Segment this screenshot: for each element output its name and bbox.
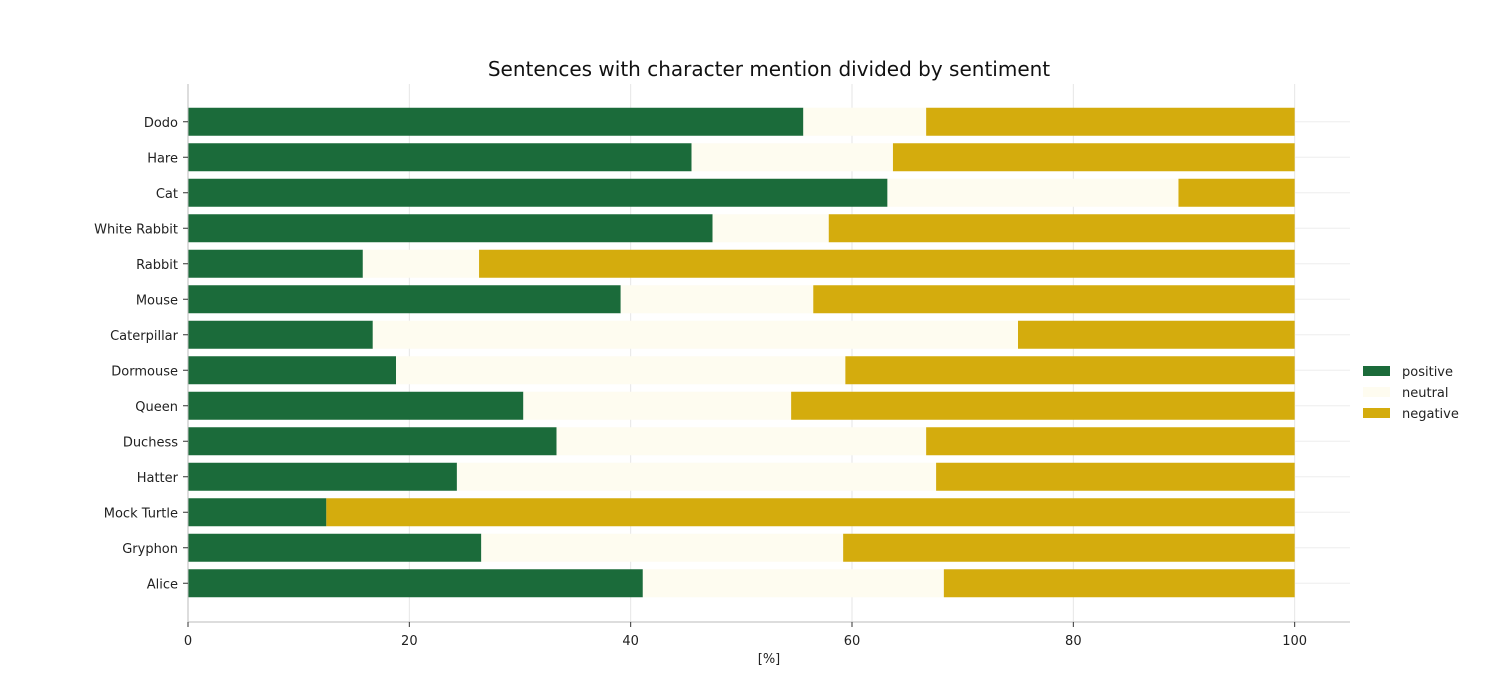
x-tick-label: 40 [622, 634, 639, 649]
y-tick-label: Caterpillar [110, 329, 179, 344]
bar-neutral [456, 462, 937, 491]
y-tick-label: Duchess [123, 435, 178, 450]
bar-positive [188, 214, 713, 243]
x-ticks: 0 20 40 60 80 100 [184, 622, 1307, 649]
x-tick-label: 60 [844, 634, 861, 649]
y-ticks: Dodo Hare Cat White Rabbit Rabbit Mouse Caterp… [94, 116, 188, 592]
bar-neutral [887, 178, 1179, 207]
y-tick-label: Cat [156, 187, 178, 202]
y-tick-label: Rabbit [136, 258, 178, 273]
bar-positive [188, 533, 482, 562]
bar-positive [188, 320, 373, 349]
bar-negative [936, 462, 1295, 491]
bar-positive [188, 498, 327, 527]
y-tick-label: Mouse [136, 293, 178, 308]
bar-positive [188, 107, 804, 136]
bar-negative [326, 498, 1295, 527]
bar-negative [843, 533, 1295, 562]
bar-positive [188, 178, 888, 207]
bar-positive [188, 569, 643, 598]
bar-negative [926, 107, 1295, 136]
legend-label-negative: negative [1402, 407, 1459, 422]
bar-neutral [691, 143, 893, 172]
legend-swatch-positive [1363, 366, 1390, 376]
bar-neutral [712, 214, 829, 243]
bar-negative [479, 249, 1295, 278]
y-tick-label: White Rabbit [94, 222, 178, 237]
bars [188, 107, 1295, 598]
bar-negative [943, 569, 1295, 598]
y-tick-label: Dormouse [111, 364, 178, 379]
bar-positive [188, 391, 524, 420]
legend-label-neutral: neutral [1402, 386, 1449, 401]
bar-positive [188, 143, 692, 172]
legend-swatch-neutral [1363, 387, 1390, 397]
bar-negative [845, 356, 1295, 385]
bar-neutral [372, 320, 1018, 349]
bar-positive [188, 249, 363, 278]
bar-negative [892, 143, 1295, 172]
bar-neutral [481, 533, 844, 562]
bar-neutral [620, 285, 814, 314]
chart-title: Sentences with character mention divided… [488, 57, 1050, 81]
bar-positive [188, 427, 557, 456]
y-tick-label: Queen [135, 400, 178, 415]
bar-neutral [362, 249, 480, 278]
x-axis-label: [%] [758, 652, 781, 667]
bar-negative [813, 285, 1295, 314]
bar-neutral [642, 569, 944, 598]
legend: positive neutral negative [1363, 365, 1459, 422]
bar-neutral [396, 356, 846, 385]
bar-negative [828, 214, 1295, 243]
x-tick-label: 80 [1065, 634, 1082, 649]
y-tick-label: Dodo [144, 116, 178, 131]
bar-positive [188, 285, 621, 314]
bar-neutral [803, 107, 927, 136]
y-tick-label: Alice [147, 577, 178, 592]
bar-negative [1018, 320, 1295, 349]
axes [187, 84, 1350, 623]
bar-neutral [556, 427, 927, 456]
bar-positive [188, 356, 397, 385]
y-tick-label: Mock Turtle [104, 506, 178, 521]
y-tick-label: Gryphon [122, 542, 178, 557]
x-tick-label: 20 [401, 634, 418, 649]
bar-negative [1178, 178, 1295, 207]
y-tick-label: Hatter [137, 471, 179, 486]
x-tick-label: 100 [1282, 634, 1307, 649]
bar-positive [188, 462, 457, 491]
y-tick-label: Hare [147, 151, 178, 166]
legend-label-positive: positive [1402, 365, 1453, 380]
legend-swatch-negative [1363, 408, 1390, 418]
x-tick-label: 0 [184, 634, 192, 649]
bar-neutral [523, 391, 792, 420]
bar-negative [791, 391, 1295, 420]
bar-negative [926, 427, 1295, 456]
